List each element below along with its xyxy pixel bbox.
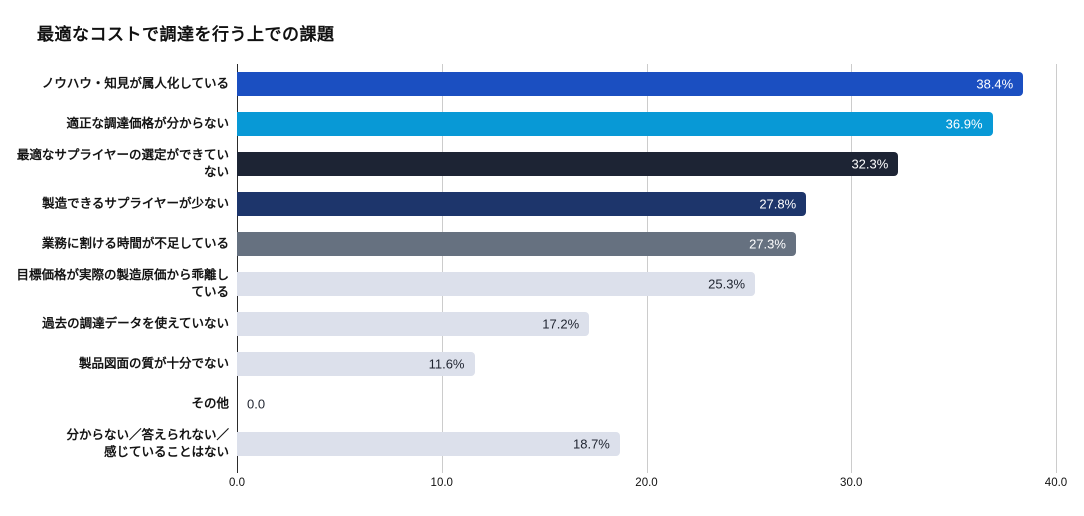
bar-value-label: 25.3% <box>708 276 746 292</box>
chart-title: 最適なコストで調達を行う上での課題 <box>37 25 335 44</box>
bar: 38.4% <box>237 72 1024 96</box>
category-label: 最適なサプライヤーの選定ができてい ない <box>16 148 229 179</box>
bar-chart-plot-area: ノウハウ・知見が属人化している 38.4% 適正な調達価格が分からない 36.9% 最適… <box>16 64 1067 489</box>
chart-row: 適正な調達価格が分からない 36.9% <box>66 104 1056 144</box>
chart-row: 製品図面の質が十分でない 11.6% <box>79 344 1056 384</box>
bar: 11.6% <box>237 352 475 376</box>
chart-row: 製造できるサプライヤーが少ない 27.8% <box>42 184 1056 224</box>
chart-row: 業務に割ける時間が不足している 27.3% <box>42 224 1056 264</box>
gridline <box>441 64 443 473</box>
bar: 32.3% <box>237 152 899 176</box>
category-label: 分からない／答えられない／ 感じていることはない <box>66 428 229 459</box>
category-label: 過去の調達データを使えていない <box>42 316 229 331</box>
category-label: ノウハウ・知見が属人化している <box>41 76 229 91</box>
bar: 27.3% <box>237 232 796 256</box>
bar: 27.8% <box>237 192 807 216</box>
category-label: 目標価格が実際の製造原価から乖離し ている <box>16 268 229 299</box>
bar-value-label: 38.4% <box>976 76 1014 92</box>
category-label: その他 <box>191 396 229 411</box>
bar-value-label: 17.2% <box>542 316 580 332</box>
bar-track: 27.3% <box>237 232 1056 256</box>
bar-track: 25.3% <box>237 272 1056 296</box>
chart-row: ノウハウ・知見が属人化している 38.4% <box>42 64 1056 104</box>
zero-axis-line <box>237 64 238 473</box>
category-label: 製造できるサプライヤーが少ない <box>42 196 229 211</box>
bar-track: 38.4% <box>237 72 1056 96</box>
bar-value-label: 32.3% <box>851 156 889 172</box>
bar-track: 17.2% <box>237 312 1056 336</box>
bar: 18.7% <box>237 432 620 456</box>
category-label: 業務に割ける時間が不足している <box>41 236 229 251</box>
chart-rows: ノウハウ・知見が属人化している 38.4% 適正な調達価格が分からない 36.9% 最適… <box>16 64 1056 464</box>
chart-row: 分からない／答えられない／ 感じていることはない 18.7% <box>66 424 1056 464</box>
x-axis-tick-label: 0.0 <box>229 477 245 489</box>
bar-track: 32.3% <box>237 152 1056 176</box>
x-axis-tick-label: 40.0 <box>1044 477 1068 489</box>
gridline <box>646 64 648 473</box>
bar-value-label: 27.8% <box>759 196 797 212</box>
chart-row: その他 0.0 <box>191 384 1056 424</box>
bar-track: 18.7% <box>237 432 1056 456</box>
x-axis-tick-label: 30.0 <box>840 477 863 489</box>
category-label: 適正な調達価格が分からない <box>66 116 229 131</box>
bar-track: 36.9% <box>237 112 1056 136</box>
category-label: 製品図面の質が十分でない <box>78 356 229 371</box>
bar: 17.2% <box>237 312 590 336</box>
bar-track: 0.0 <box>237 392 1056 416</box>
chart-row: 目標価格が実際の製造原価から乖離し ている 25.3% <box>16 264 1056 304</box>
bar-value-label: 0.0 <box>247 396 266 412</box>
chart-row: 最適なサプライヤーの選定ができてい ない 32.3% <box>17 144 1056 184</box>
x-axis-tick-label: 20.0 <box>635 477 658 489</box>
bar-value-label: 27.3% <box>749 236 786 252</box>
bar-track: 11.6% <box>237 352 1056 376</box>
bar-track: 27.8% <box>237 192 1056 216</box>
bar: 25.3% <box>237 272 756 296</box>
bar: 36.9% <box>237 112 993 136</box>
gridline <box>851 64 853 473</box>
bar-value-label: 36.9% <box>945 116 983 132</box>
bar-value-label: 18.7% <box>573 436 610 452</box>
gridline <box>1056 64 1057 473</box>
x-axis-tick-label: 10.0 <box>430 477 453 489</box>
chart-row: 過去の調達データを使えていない 17.2% <box>42 304 1056 344</box>
bar-value-label: 11.6% <box>428 356 465 372</box>
